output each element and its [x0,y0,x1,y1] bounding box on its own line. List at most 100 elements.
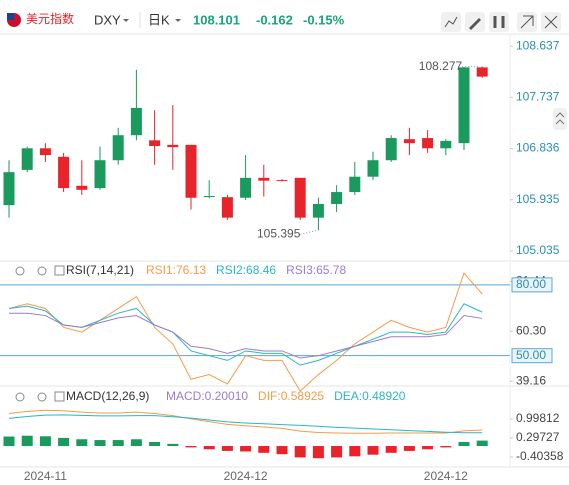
x-tick-label: 2024-11 [24,469,67,483]
rsi-header-icons [15,265,65,276]
macd-line [8,409,483,434]
candle-body [258,177,270,181]
candle-body [276,180,288,182]
tool-icon [493,16,505,28]
x-tick-label: 2024-12 [424,469,468,483]
y-tick-label: 0.99812 [516,411,560,425]
candle-body [21,148,33,170]
histogram-bar [476,440,488,447]
reference-label-box [511,348,553,364]
change: -0.162 [256,12,293,27]
histogram-bar [21,435,33,447]
y-tick-label: 107.737 [516,89,560,103]
histogram-bar [94,440,106,447]
tool-button[interactable] [489,12,509,32]
histogram-bar [312,446,324,459]
candle-body [3,172,15,206]
candle-body [203,196,215,198]
candle-body [240,177,252,198]
y-tick-label: 39.16 [516,373,546,387]
toolbar [441,12,567,130]
dropdown-arrow[interactable] [175,19,181,22]
histogram-bar [403,446,415,451]
candle-body [112,135,124,161]
macd-header-icons [15,391,65,402]
legend-entry: RSI3:65.78 [286,263,346,277]
histogram-bar [203,446,215,450]
price: 108.101 [193,12,240,27]
candle-body [367,160,379,177]
title: 美元指数 [26,11,74,26]
y-tick-label: 106.836 [516,141,560,155]
indicator-title: RSI(7,14,21) [66,263,134,277]
min-pointer [300,229,317,235]
histogram-bar [349,446,361,457]
rsi-line [9,312,483,359]
histogram-bar [422,446,434,450]
reference-label: 50.00 [516,348,546,362]
candle-body [221,197,233,218]
min-label: 105.395 [257,227,301,241]
legend-entry: DEA:0.48920 [334,389,406,403]
symbol[interactable]: DXY [94,12,121,27]
candle-body [331,192,343,204]
histogram-bar [258,446,270,453]
histogram-bar [76,439,88,447]
legend-entry: RSI2:68.46 [216,263,276,277]
side-button[interactable] [553,108,567,130]
y-tick-label: 105.935 [516,192,560,206]
histogram-bar [367,446,379,455]
reference-label: 80.00 [516,277,546,291]
box-icon[interactable] [54,391,65,402]
rsi-line [8,303,483,366]
gear-icon[interactable] [37,392,47,402]
eye-icon[interactable] [15,392,25,402]
tool-icon [520,15,534,29]
legend-entry: RSI1:76.13 [146,263,206,277]
rsi-line [8,272,483,392]
candle-body [167,144,179,148]
histogram-bar [130,439,142,447]
candle-body [403,139,415,144]
candle-body [458,67,470,144]
histogram-bar [240,446,252,452]
max-label: 108.277 [419,59,463,73]
y-tick-label: 105.035 [516,243,560,257]
reference-label-box [511,277,553,293]
y-tick-label: 60.30 [516,324,546,338]
histogram-bar [458,441,470,447]
candle-body [185,144,197,198]
box-icon[interactable] [54,265,65,276]
legend-entry: MACD:0.20010 [166,389,248,403]
dropdown-arrow[interactable] [123,19,129,22]
histogram-bar [440,446,452,448]
candle-body [58,156,70,189]
histogram-bar [331,446,343,458]
y-tick-label: -0.40358 [516,449,564,463]
indicator-title: MACD(12,26,9) [66,389,149,403]
y-tick-label: 0.29727 [516,430,560,444]
eye-icon[interactable] [15,266,25,276]
macd-line [8,414,483,434]
histogram-bar [39,436,51,447]
candle-body [94,160,106,189]
histogram-bar [112,440,124,447]
candle-body [39,148,51,156]
histogram-bar [276,446,288,455]
histogram-bar [167,443,179,447]
candle-body [422,138,434,149]
change-pct: -0.15% [303,12,345,27]
tool-icon [544,15,558,29]
candle-body [385,138,397,161]
histogram-bar [221,446,233,451]
y-tick-label: 108.637 [516,38,560,52]
candle-body [149,140,161,147]
tool-icon [444,16,458,28]
side-icon [555,112,565,125]
period[interactable]: 日K [148,12,170,27]
gear-icon[interactable] [37,266,47,276]
histogram-bar [385,446,397,453]
legend-entry: DIF:0.58925 [258,389,324,403]
